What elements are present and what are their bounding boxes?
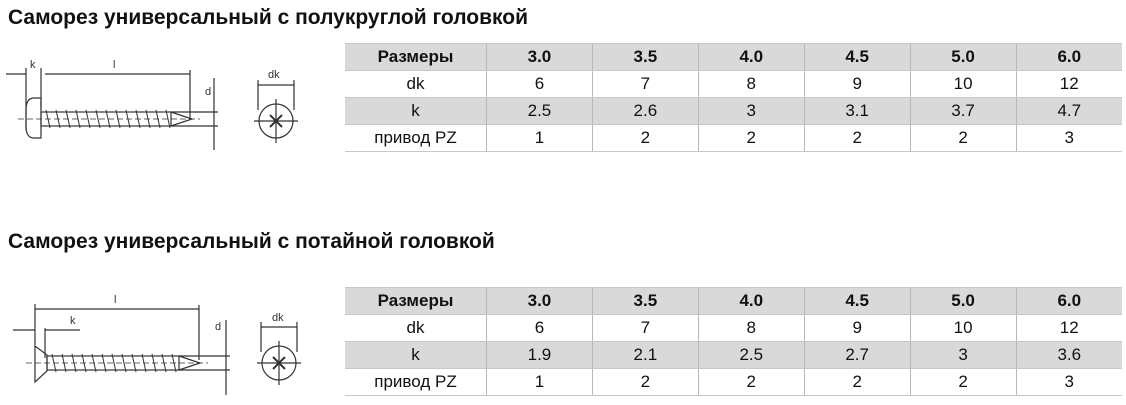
label-l: l [113, 59, 115, 71]
label-dk: dk [272, 312, 284, 324]
table-row: dk 6 7 8 9 10 12 [345, 314, 1122, 342]
pan-head-screw-diagram: k l d dk [6, 59, 298, 150]
table-row: привод PZ 1 2 2 2 2 3 [345, 368, 1122, 396]
table-row: dk 6 7 8 9 10 12 [345, 70, 1122, 98]
label-k: k [30, 59, 36, 71]
label-k: k [70, 315, 76, 327]
countersunk-spec-table: Размеры 3.0 3.5 4.0 4.5 5.0 6.0 dk 6 7 8 9 10 12 k 1.… [345, 287, 1122, 396]
table-row: k 1.9 2.1 2.5 2.7 3 3.6 [345, 341, 1122, 369]
table-header-row: Размеры 3.0 3.5 4.0 4.5 5.0 6.0 [345, 287, 1122, 315]
label-d: d [215, 321, 221, 333]
countersunk-screw-diagram: k l d dk [13, 294, 301, 395]
pan-head-spec-table: Размеры 3.0 3.5 4.0 4.5 5.0 6.0 dk 6 7 8 9 10 12 k 2.… [345, 43, 1122, 152]
table-row: k 2.5 2.6 3 3.1 3.7 4.7 [345, 97, 1122, 125]
label-dk: dk [268, 69, 280, 81]
table-header-row: Размеры 3.0 3.5 4.0 4.5 5.0 6.0 [345, 43, 1122, 71]
table-row: привод PZ 1 2 2 2 2 3 [345, 124, 1122, 152]
label-d: d [205, 86, 211, 98]
label-l: l [114, 294, 116, 306]
section-title-countersunk: Саморез универсальный с потайной головко… [8, 230, 495, 253]
section-title-pan-head: Саморез универсальный с полукруглой голо… [8, 6, 528, 29]
